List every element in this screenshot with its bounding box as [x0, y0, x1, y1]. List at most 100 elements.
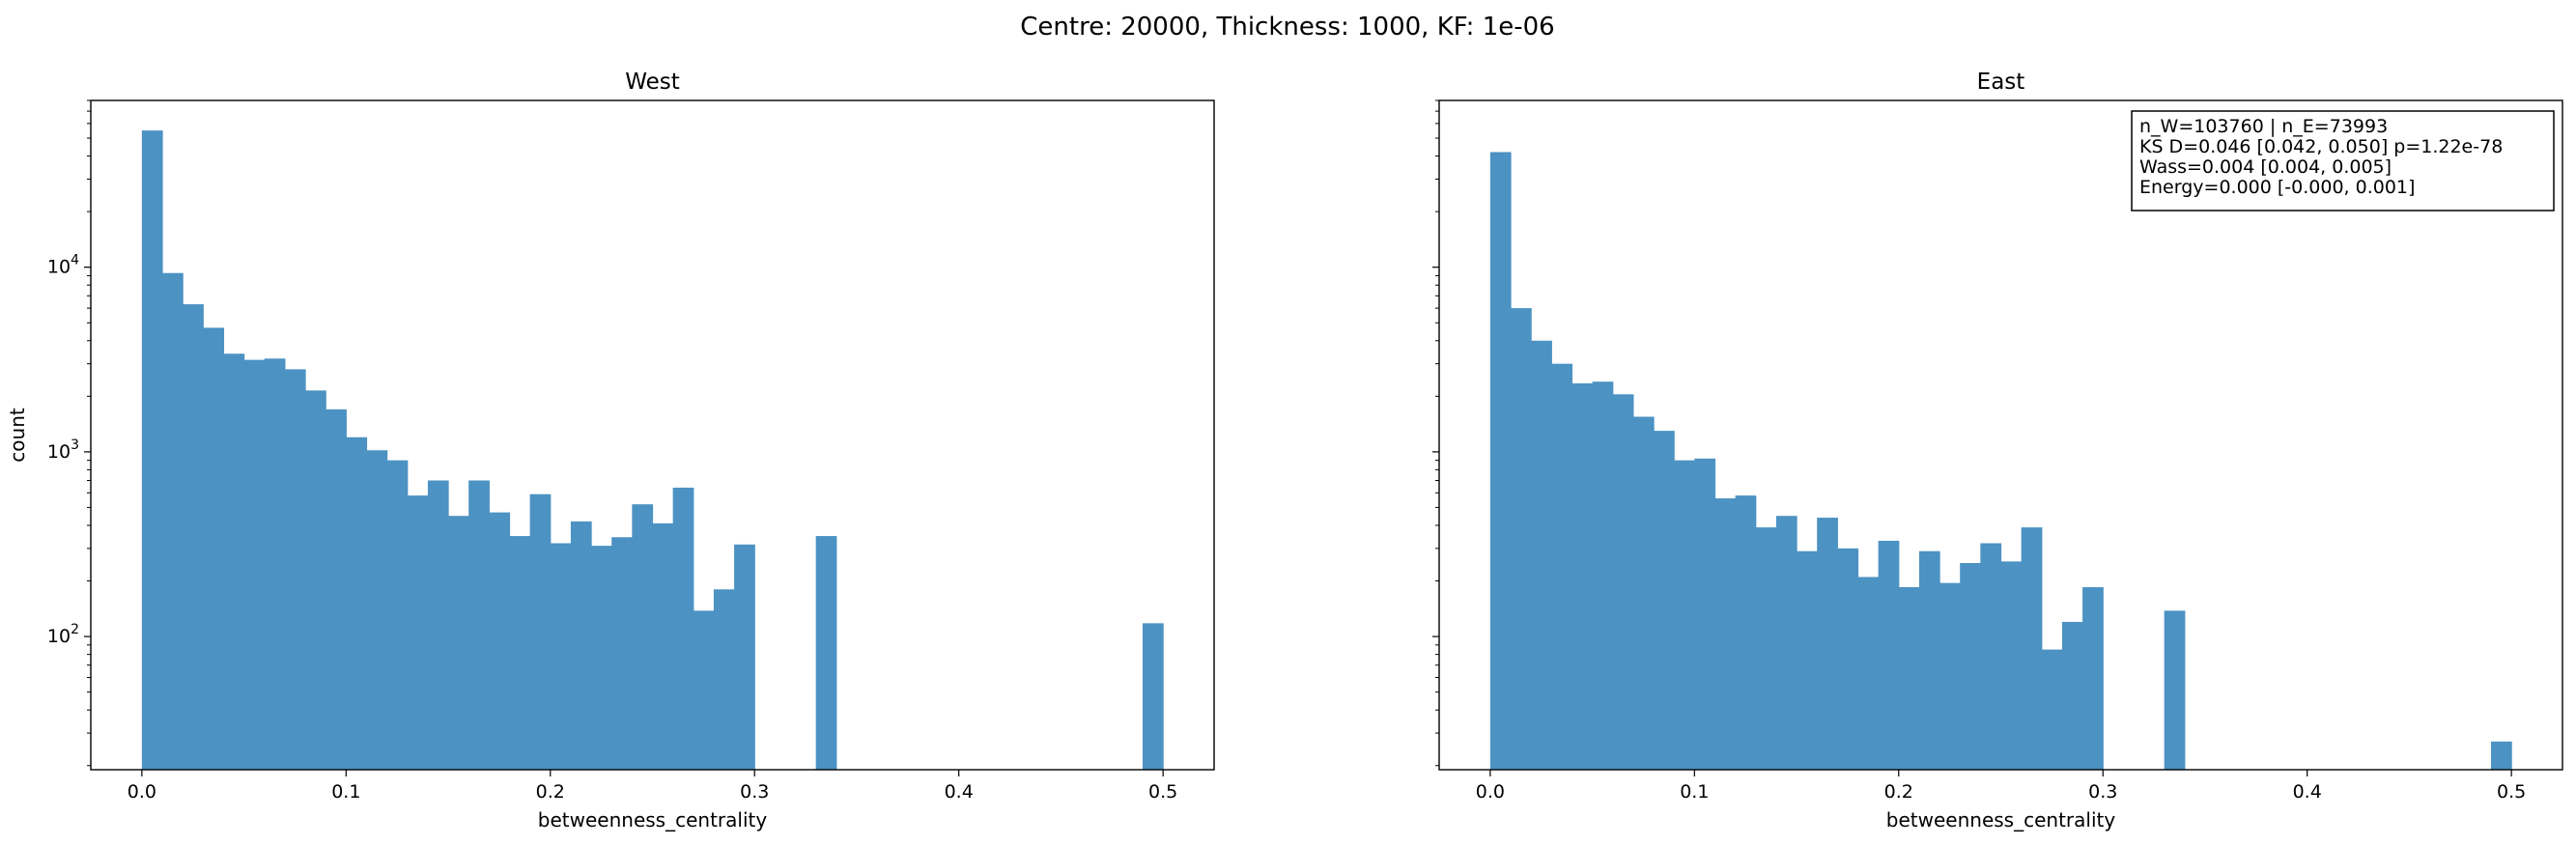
x-tick-label: 0.0 — [127, 781, 156, 803]
histogram-bar — [284, 369, 306, 770]
y-tick-label-base: 10 — [47, 441, 71, 463]
histogram-bar — [203, 327, 225, 770]
histogram-bar — [1571, 382, 1594, 770]
histogram-bar — [2082, 587, 2104, 770]
histogram-bar — [1511, 308, 1532, 770]
stats-line: KS D=0.046 [0.042, 0.050] p=1.22e-78 — [2139, 136, 2503, 157]
y-tick-label: 103 — [47, 437, 79, 463]
x-tick-label: 0.2 — [1884, 781, 1913, 803]
histogram-bar — [366, 450, 388, 770]
x-tick-label: 0.4 — [945, 781, 974, 803]
histogram-bar — [1837, 548, 1859, 770]
x-axis-label: betweenness_centrality — [538, 808, 768, 832]
histogram-bar — [326, 409, 347, 770]
histogram-bar — [1612, 394, 1634, 770]
y-tick-label-exponent: 3 — [71, 437, 79, 453]
x-tick-label: 0.2 — [536, 781, 565, 803]
histogram-bar — [1694, 458, 1716, 770]
histogram-bar — [2164, 610, 2186, 770]
histogram-bar — [734, 544, 755, 770]
histogram-bar — [713, 589, 735, 770]
histogram-bar — [386, 460, 409, 770]
histogram-bar — [223, 353, 245, 770]
subplot-west: West 0.0 0.1 0.2 0.3 0.4 0.5 betweenness_centra… — [6, 70, 1215, 832]
subplot-title: East — [1977, 70, 2025, 95]
subplots: West 0.0 0.1 0.2 0.3 0.4 0.5 betweenness_centra… — [6, 70, 2563, 832]
histogram-bar — [1674, 460, 1695, 770]
histogram-bar — [632, 504, 654, 770]
histogram-bar — [2041, 649, 2063, 770]
y-tick-label: 104 — [47, 253, 79, 278]
histogram-bar — [264, 358, 286, 770]
histogram-bar — [183, 304, 204, 770]
histogram-bar — [489, 512, 511, 770]
histogram-bar — [243, 359, 266, 770]
histogram-bar — [1489, 152, 1512, 770]
histogram-bar — [141, 130, 163, 770]
histogram-bar — [1817, 518, 1838, 770]
histogram-bar — [468, 480, 490, 770]
axes-frame — [90, 99, 1215, 771]
histogram-bar — [162, 272, 184, 770]
histogram-bar — [1960, 563, 1981, 770]
x-tick-label: 0.3 — [740, 781, 769, 803]
histogram-bar — [1898, 587, 1920, 770]
y-tick-label-exponent: 2 — [71, 622, 79, 637]
histogram-bar — [1654, 431, 1675, 770]
histogram-bar — [1857, 577, 1880, 770]
histogram-bar — [427, 480, 449, 770]
x-tick-label: 0.4 — [2293, 781, 2322, 803]
histogram-bar — [2000, 561, 2023, 770]
histogram-bar — [591, 546, 612, 770]
stats-line: Wass=0.004 [0.004, 0.005] — [2139, 156, 2392, 178]
stats-line: n_W=103760 | n_E=73993 — [2139, 116, 2388, 137]
histogram-bar — [1735, 495, 1757, 770]
x-tick-label: 0.3 — [2088, 781, 2117, 803]
histogram-bar — [652, 522, 674, 770]
subplot-title: West — [625, 70, 680, 95]
histogram-bar — [1878, 540, 1900, 770]
stats-line: Energy=0.000 [-0.000, 0.001] — [2139, 177, 2415, 198]
histogram-bar — [815, 536, 837, 770]
x-tick-label: 0.1 — [1680, 781, 1709, 803]
x-tick-label: 0.5 — [2497, 781, 2526, 803]
x-tick-label: 0.1 — [331, 781, 360, 803]
y-tick-label-base: 10 — [47, 257, 71, 278]
histogram-bar — [1551, 363, 1573, 770]
histogram-bar — [550, 543, 572, 770]
histogram-bar — [529, 494, 552, 770]
y-axis-label: count — [6, 408, 29, 463]
histogram-bar — [1939, 582, 1961, 770]
histogram-bar — [1531, 340, 1552, 770]
subplot-east: East 0.0 0.1 0.2 0.3 0.4 0.5 betweenness_centra… — [1432, 70, 2563, 832]
histogram-bar — [1592, 381, 1614, 770]
histogram-bar — [1918, 550, 1940, 770]
histogram-bar — [1980, 543, 2002, 770]
histogram-bar — [1755, 527, 1777, 770]
x-tick-label: 0.0 — [1476, 781, 1505, 803]
y-tick-label-base: 10 — [47, 626, 71, 647]
histogram-bar — [1142, 623, 1164, 770]
histogram-bar — [570, 521, 592, 770]
figure-suptitle: Centre: 20000, Thickness: 1000, KF: 1e-0… — [1020, 13, 1554, 42]
histogram-bar — [346, 437, 368, 770]
histogram-bar — [2490, 741, 2512, 770]
histogram-bar — [693, 610, 715, 770]
histogram-bar — [2021, 527, 2043, 770]
histogram-bar — [407, 495, 429, 770]
histogram-bar — [1775, 516, 1798, 770]
histogram-bar — [1714, 498, 1737, 770]
axes-frame — [1438, 99, 2563, 771]
y-tick-label-exponent: 4 — [71, 253, 79, 268]
histogram-bar — [2061, 621, 2083, 770]
x-axis-label: betweenness_centrality — [1886, 808, 2116, 832]
histogram-bar — [611, 537, 633, 770]
histogram-bar — [448, 516, 469, 770]
histogram-bar — [1632, 416, 1655, 770]
histogram-bar — [509, 536, 531, 770]
y-tick-label: 102 — [47, 622, 79, 647]
stats-box — [2131, 110, 2555, 212]
histogram-bar — [305, 390, 326, 770]
histogram-bar — [672, 487, 694, 770]
